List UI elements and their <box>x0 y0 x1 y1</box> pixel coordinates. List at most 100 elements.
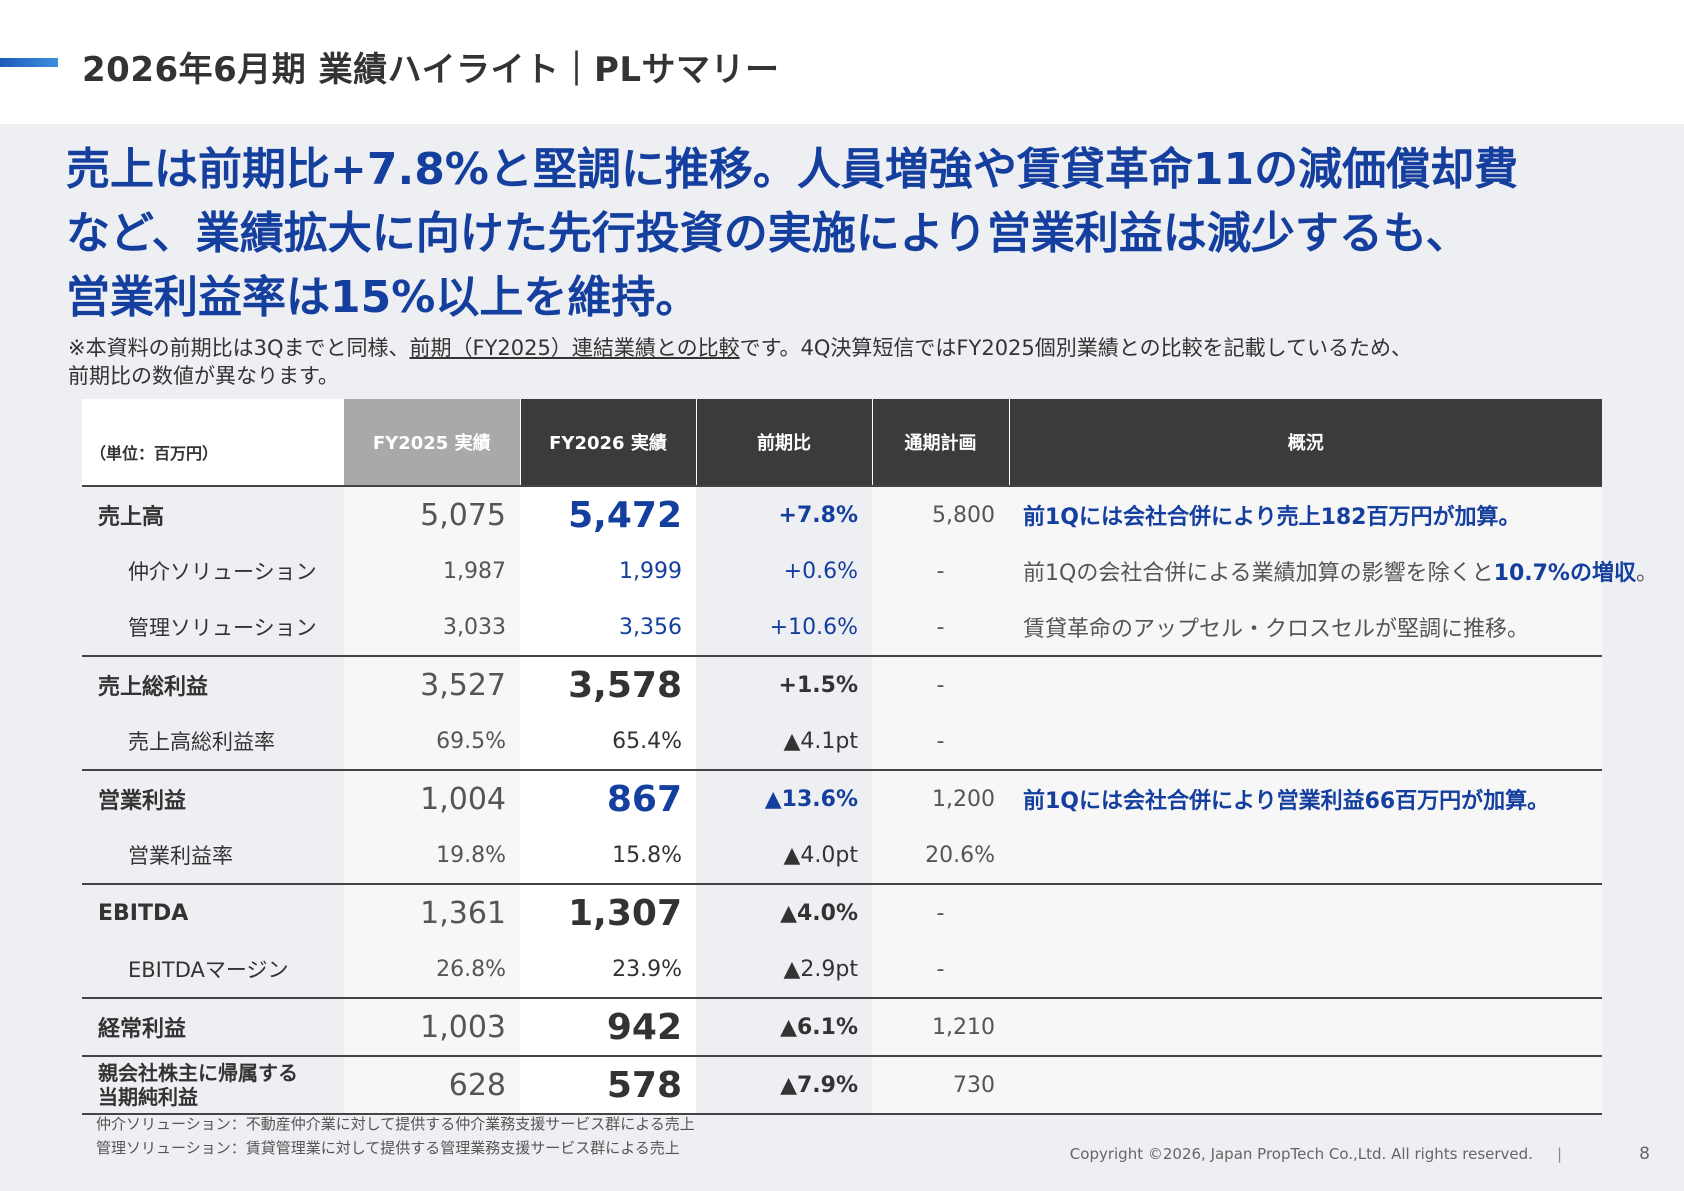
summary-text <box>1009 827 1602 884</box>
table-row: 売上高総利益率 69.5% 65.4% ▲4.1pt - <box>82 713 1602 770</box>
plan-value: 20.6% <box>872 827 1009 884</box>
fy2025-value: 628 <box>344 1056 520 1114</box>
fy2026-value: 1,307 <box>520 884 696 941</box>
pl-summary-table: （単位：百万円） FY2025 実績 FY2026 実績 前期比 通期計画 概況… <box>82 399 1658 1115</box>
fy2026-value: 65.4% <box>520 713 696 770</box>
fy2026-value: 867 <box>520 770 696 827</box>
yoy-value: ▲6.1% <box>696 998 872 1056</box>
summary-text <box>1009 884 1602 941</box>
page-title: 2026年6月期 業績ハイライト｜PLサマリー <box>82 50 780 90</box>
table-row: 営業利益率 19.8% 15.8% ▲4.0pt 20.6% <box>82 827 1602 884</box>
note-text: ※本資料の前期比は3Qまでと同様、 <box>68 336 410 360</box>
row-label: 売上高総利益率 <box>82 713 344 770</box>
column-header-summary: 概況 <box>1009 399 1602 486</box>
table-row: EBITDAマージン 26.8% 23.9% ▲2.9pt - <box>82 941 1602 998</box>
summary-text-part: 。 <box>1635 561 1658 586</box>
summary-text <box>1009 1056 1602 1114</box>
plan-value: - <box>872 599 1009 656</box>
fy2026-value: 578 <box>520 1056 696 1114</box>
lead-message: 売上は前期比+7.8%と堅調に推移。人員増強や賃貸革命11の減価償却費 など、業… <box>66 138 1646 330</box>
yoy-value: +1.5% <box>696 656 872 713</box>
fy2026-value: 942 <box>520 998 696 1056</box>
summary-text: 賃貸革命のアップセル・クロスセルが堅調に推移。 <box>1009 599 1602 656</box>
lead-line: など、業績拡大に向けた先行投資の実施により営業利益は減少するも、 <box>66 208 1470 259</box>
fy2025-value: 1,987 <box>344 543 520 599</box>
page-number: 8 <box>1639 1144 1650 1164</box>
plan-value: - <box>872 656 1009 713</box>
fy2025-value: 1,004 <box>344 770 520 827</box>
yoy-value: ▲4.1pt <box>696 713 872 770</box>
summary-text <box>1009 998 1602 1056</box>
plan-value: - <box>872 713 1009 770</box>
fy2026-value: 1,999 <box>520 543 696 599</box>
row-label: 親会社株主に帰属する 当期純利益 <box>82 1056 344 1114</box>
yoy-value: ▲13.6% <box>696 770 872 827</box>
fy2026-value: 5,472 <box>520 486 696 543</box>
fy2026-value: 3,578 <box>520 656 696 713</box>
row-label-line: 親会社株主に帰属する <box>98 1061 298 1085</box>
table-row: 管理ソリューション 3,033 3,356 +10.6% - 賃貸革命のアップセ… <box>82 599 1602 656</box>
yoy-value: +10.6% <box>696 599 872 656</box>
column-header-fy2025: FY2025 実績 <box>344 399 521 486</box>
row-label: 管理ソリューション <box>82 599 344 656</box>
yoy-value: ▲4.0pt <box>696 827 872 884</box>
summary-text-part: 前1Qの会社合併による業績加算の影響を除くと <box>1023 561 1494 586</box>
table-row: 経常利益 1,003 942 ▲6.1% 1,210 <box>82 998 1602 1056</box>
fy2025-value: 1,361 <box>344 884 520 941</box>
table-row: 営業利益 1,004 867 ▲13.6% 1,200 前1Qには会社合併により… <box>82 770 1602 827</box>
table-row: 親会社株主に帰属する 当期純利益 628 578 ▲7.9% 730 <box>82 1056 1602 1114</box>
fy2026-value: 3,356 <box>520 599 696 656</box>
summary-text <box>1009 713 1602 770</box>
fy2025-value: 26.8% <box>344 941 520 998</box>
summary-text: 前1Qの会社合併による業績加算の影響を除くと10.7%の増収。 <box>1009 543 1658 599</box>
summary-text: 前1Qには会社合併により売上182百万円が加算。 <box>1009 486 1602 543</box>
footnote: 仲介ソリューション：不動産仲介業に対して提供する仲介業務支援サービス群による売上 <box>96 1115 695 1133</box>
plan-value: 1,210 <box>872 998 1009 1056</box>
row-label-line: 当期純利益 <box>98 1085 198 1109</box>
header-accent-bar <box>0 58 58 67</box>
row-label: 営業利益 <box>82 770 344 827</box>
plan-value: - <box>872 884 1009 941</box>
summary-text <box>1009 656 1602 713</box>
lead-line: 売上は前期比+7.8%と堅調に推移。人員増強や賃貸革命11の減価償却費 <box>66 144 1519 195</box>
row-label: 仲介ソリューション <box>82 543 344 599</box>
yoy-value: ▲2.9pt <box>696 941 872 998</box>
note-underlined-text: 前期（FY2025）連結業績との比較 <box>409 336 740 360</box>
footer-separator: | <box>1556 1145 1562 1163</box>
column-header-plan: 通期計画 <box>872 399 1010 486</box>
note-text: 前期比の数値が異なります。 <box>68 364 339 388</box>
table-row: 売上総利益 3,527 3,578 +1.5% - <box>82 656 1602 713</box>
summary-highlight: 10.7%の増収 <box>1493 561 1636 586</box>
fy2026-value: 23.9% <box>520 941 696 998</box>
yoy-value: +0.6% <box>696 543 872 599</box>
row-label: 売上総利益 <box>82 656 344 713</box>
footnotes: 仲介ソリューション：不動産仲介業に対して提供する仲介業務支援サービス群による売上… <box>96 1112 695 1160</box>
table-row: 仲介ソリューション 1,987 1,999 +0.6% - 前1Qの会社合併によ… <box>82 543 1658 599</box>
note-text: です。4Q決算短信ではFY2025個別業績との比較を記載しているため、 <box>739 336 1412 360</box>
fy2025-value: 1,003 <box>344 998 520 1056</box>
row-label: EBITDAマージン <box>82 941 344 998</box>
plan-value: 5,800 <box>872 486 1009 543</box>
fy2025-value: 3,033 <box>344 599 520 656</box>
row-label: 経常利益 <box>82 998 344 1056</box>
table-header-row: （単位：百万円） FY2025 実績 FY2026 実績 前期比 通期計画 概況 <box>82 399 1602 486</box>
table-row: EBITDA 1,361 1,307 ▲4.0% - <box>82 884 1602 941</box>
lead-line: 営業利益率は15%以上を維持。 <box>66 272 700 323</box>
summary-text: 前1Qには会社合併により営業利益66百万円が加算。 <box>1009 770 1602 827</box>
yoy-value: ▲4.0% <box>696 884 872 941</box>
copyright: Copyright ©2026, Japan PropTech Co.,Ltd.… <box>1070 1145 1586 1163</box>
fy2025-value: 19.8% <box>344 827 520 884</box>
header-bar: 2026年6月期 業績ハイライト｜PLサマリー <box>0 0 1684 124</box>
summary-text <box>1009 941 1602 998</box>
fy2025-value: 69.5% <box>344 713 520 770</box>
row-label: 営業利益率 <box>82 827 344 884</box>
column-header-yoy: 前期比 <box>696 399 873 486</box>
plan-value: 730 <box>872 1056 1009 1114</box>
yoy-value: +7.8% <box>696 486 872 543</box>
plan-value: - <box>872 543 1009 599</box>
unit-label: （単位：百万円） <box>82 399 344 486</box>
fy2025-value: 3,527 <box>344 656 520 713</box>
copyright-text: Copyright ©2026, Japan PropTech Co.,Ltd.… <box>1069 1145 1533 1163</box>
table-row: 売上高 5,075 5,472 +7.8% 5,800 前1Qには会社合併により… <box>82 486 1602 543</box>
footnote: 管理ソリューション：賃貸管理業に対して提供する管理業務支援サービス群による売上 <box>96 1139 680 1157</box>
